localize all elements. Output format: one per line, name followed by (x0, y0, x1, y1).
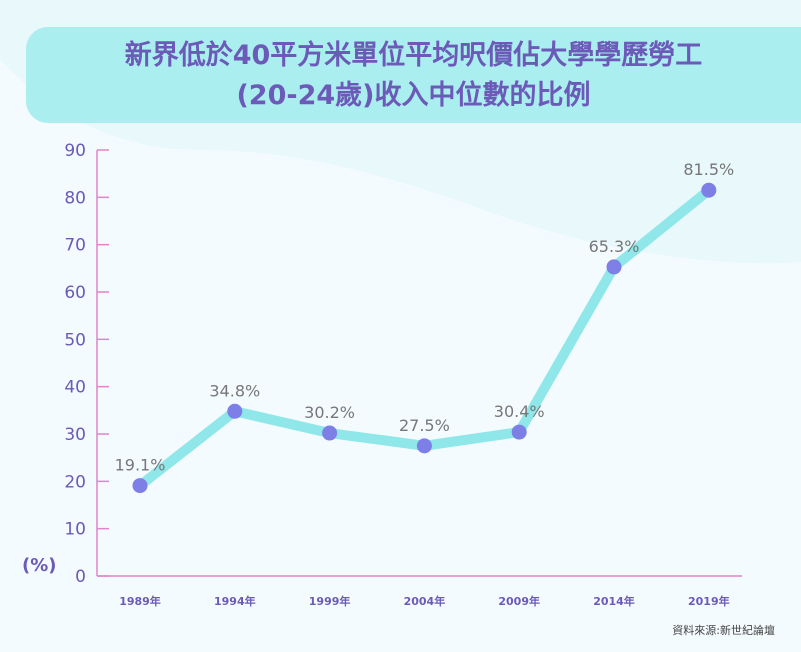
data-label: 27.5% (399, 416, 450, 435)
data-label: 34.8% (209, 381, 260, 400)
x-tick-label: 2004年 (404, 594, 446, 608)
source-note: 資料來源:新世紀論壇 (672, 624, 775, 637)
y-tick-label: 80 (64, 188, 86, 208)
data-point (511, 424, 527, 440)
y-axis-unit-label: (%) (22, 555, 57, 576)
y-tick-label: 60 (64, 283, 86, 303)
data-labels: 19.1% 34.8% 30.2% 27.5% 30.4% 65.3% 81.5% (115, 160, 735, 474)
y-tick-label: 50 (64, 330, 86, 350)
chart-title: 新界低於40平方米單位平均呎價佔大學學歷勞工 (20-24歲)收入中位數的比例 (26, 36, 801, 116)
data-point (132, 478, 148, 494)
data-label: 65.3% (589, 237, 640, 256)
data-point (416, 438, 432, 454)
chart-axes (96, 150, 742, 577)
data-label: 30.4% (494, 402, 545, 421)
x-tick-label: 1989年 (119, 594, 161, 608)
data-point (227, 403, 243, 419)
x-tick-label: 2014年 (593, 594, 635, 608)
data-points (132, 182, 717, 494)
data-point (606, 259, 622, 275)
x-tick-label: 1999年 (309, 594, 351, 608)
data-label: 81.5% (683, 160, 734, 179)
x-tick-label: 2009年 (498, 594, 540, 608)
x-tick-label: 1994年 (214, 594, 256, 608)
title-banner (26, 27, 801, 123)
y-tick-label: 10 (64, 520, 86, 540)
title-line-1: 新界低於40平方米單位平均呎價佔大學學歷勞工 (124, 40, 703, 71)
y-tick-label: 0 (75, 567, 86, 587)
y-tick-label: 30 (64, 425, 86, 445)
data-label: 30.2% (304, 403, 355, 422)
data-point (322, 425, 338, 441)
x-tick-label: 2019年 (688, 594, 730, 608)
title-line-2: (20-24歲)收入中位數的比例 (236, 80, 591, 111)
y-tick-label: 90 (64, 141, 86, 161)
y-tick-label: 40 (64, 378, 86, 398)
data-label: 19.1% (115, 456, 166, 475)
y-tick-label: 20 (64, 472, 86, 492)
y-axis-ticks: 0 10 20 30 40 50 60 70 80 90 (64, 141, 109, 587)
x-axis-ticks: 1989年 1994年 1999年 2004年 2009年 2014年 2019年 (119, 594, 729, 608)
data-point (701, 182, 717, 198)
y-tick-label: 70 (64, 236, 86, 256)
